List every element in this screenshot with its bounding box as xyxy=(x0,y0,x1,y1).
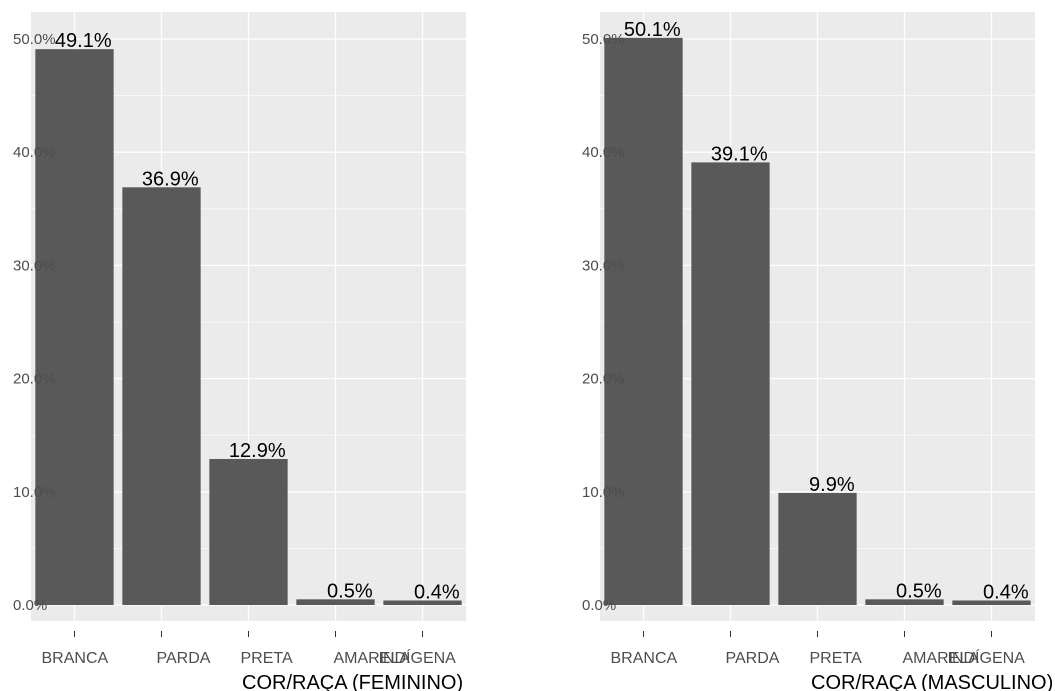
bar-branca xyxy=(604,37,683,606)
bar-indígena xyxy=(952,600,1031,605)
x-axis-title: COR/RAÇA (FEMININO) xyxy=(242,672,463,691)
data-label: 50.1% xyxy=(624,19,681,41)
y-tick-label: 10.0% xyxy=(582,484,625,501)
chart-panel-left: 0.0% 10.0% 20.0% 30.0% 40.0% 50.0% 49.1% 36.9% 1… xyxy=(13,12,466,691)
data-label: 9.9% xyxy=(809,474,855,496)
y-tick-label: 0.0% xyxy=(582,597,616,614)
x-tick-label: PARDA xyxy=(726,650,780,667)
y-tick-label: 10.0% xyxy=(13,484,56,501)
y-tick-label: 20.0% xyxy=(13,371,56,388)
x-tick-label: PRETA xyxy=(810,650,862,667)
y-tick-label: 0.0% xyxy=(13,597,47,614)
data-label: 0.4% xyxy=(983,581,1029,603)
y-tick-label: 50.0% xyxy=(582,31,625,48)
data-label: 12.9% xyxy=(229,440,286,462)
x-tick-label: INDÍGENA xyxy=(379,648,457,667)
bar-preta xyxy=(209,458,288,605)
bar-parda xyxy=(122,187,201,606)
bar-amarela xyxy=(296,599,375,605)
data-label: 0.4% xyxy=(414,581,460,603)
bar-branca xyxy=(35,49,114,606)
y-tick-label: 30.0% xyxy=(582,257,625,274)
bar-indígena xyxy=(383,600,462,605)
y-tick-label: 30.0% xyxy=(13,257,56,274)
y-tick-label: 20.0% xyxy=(582,371,625,388)
y-tick-label: 40.0% xyxy=(13,144,56,161)
bar-preta xyxy=(778,492,857,605)
x-tick-label: INDÍGENA xyxy=(948,648,1026,667)
x-tick-label: BRANCA xyxy=(611,650,678,667)
data-label: 0.5% xyxy=(896,580,942,602)
data-label: 39.1% xyxy=(711,143,768,165)
y-tick-label: 50.0% xyxy=(13,31,56,48)
x-tick-label: BRANCA xyxy=(42,650,109,667)
x-tick-label: AMARELA xyxy=(903,650,980,667)
data-label: 49.1% xyxy=(55,30,112,52)
data-label: 36.9% xyxy=(142,168,199,190)
x-tick-label: PRETA xyxy=(241,650,293,667)
x-axis-title: COR/RAÇA (MASCULINO) xyxy=(811,672,1053,691)
chart-panel-right: 0.0% 10.0% 20.0% 30.0% 40.0% 50.0% 50.1% 39.1% 9… xyxy=(582,12,1053,691)
x-tick-label: AMARELA xyxy=(334,650,411,667)
bar-parda xyxy=(691,162,770,605)
bar-amarela xyxy=(865,599,944,605)
y-tick-label: 40.0% xyxy=(582,144,625,161)
x-tick-label: PARDA xyxy=(157,650,211,667)
data-label: 0.5% xyxy=(327,580,373,602)
